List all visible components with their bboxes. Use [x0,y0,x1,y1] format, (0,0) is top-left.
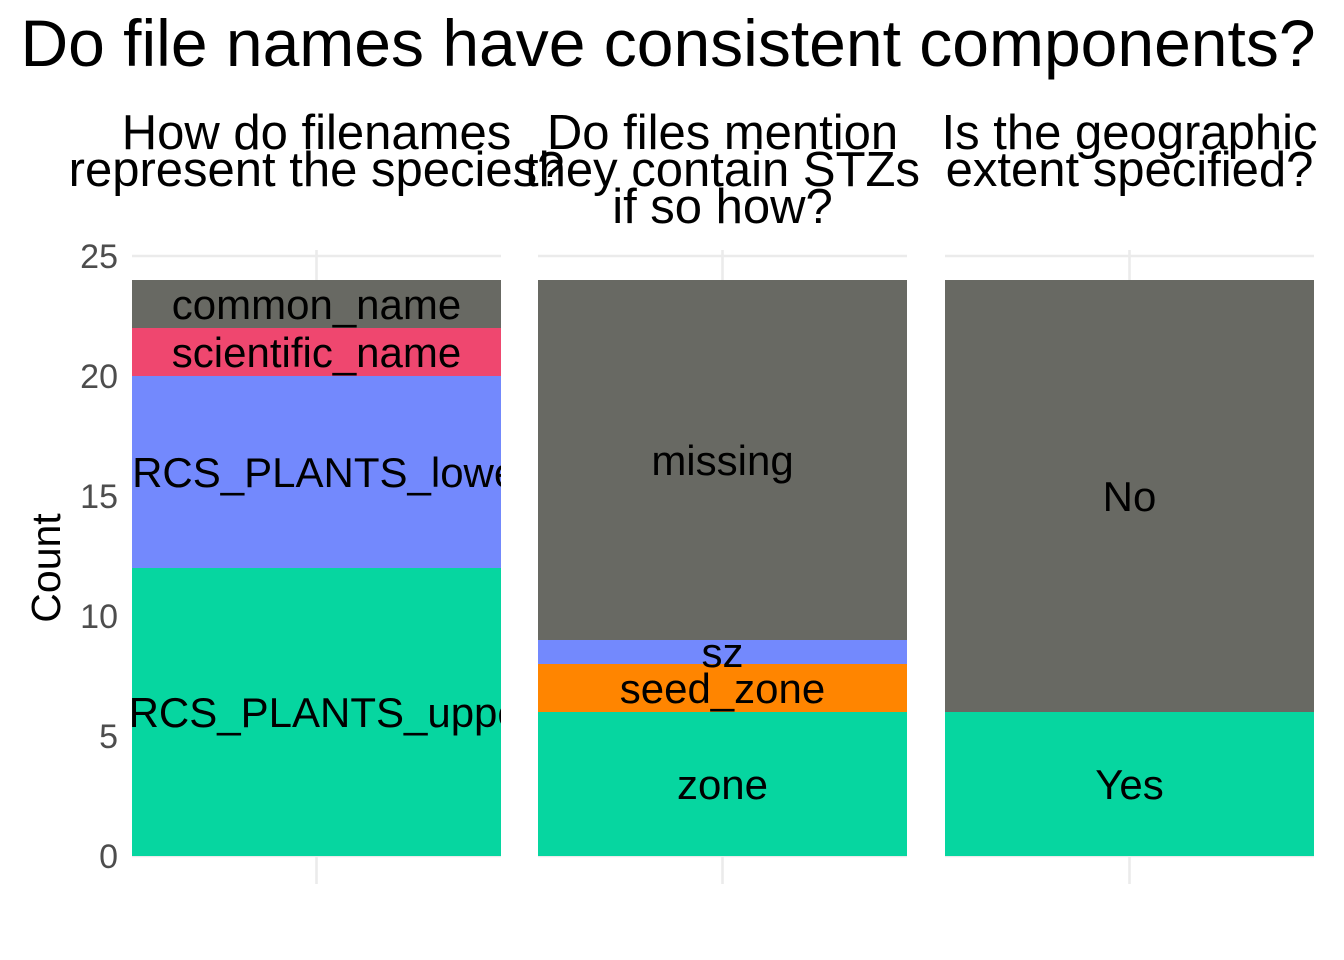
segment-label: NRCS_PLANTS_lower [102,449,531,496]
facet-title: extent specified? [946,143,1314,197]
segment-label: Yes [1095,761,1164,808]
chart-title: Do file names have consistent components… [20,6,1315,80]
y-tick-label: 5 [99,718,118,756]
bar-segment-yes [945,712,1314,856]
bar-segment-scientific-name [132,328,501,376]
bar-segment-seed-zone [538,664,907,712]
facet-panel-1: NRCS_PLANTS_upper NRCS_PLANTS_lower scient… [98,250,535,884]
segment-labels: NRCS_PLANTS_upper NRCS_PLANTS_lower scient… [98,281,535,736]
segment-label: missing [651,437,793,484]
facet-title: they contain STZs [525,143,920,197]
bar-segment-nrcs-plants-upper [132,568,501,856]
y-tick-label: 0 [99,838,118,876]
facet-title: if so how? [612,180,833,234]
segment-labels: Yes No [1095,473,1164,808]
y-axis-title: Count [23,513,69,623]
segment-label: zone [677,761,768,808]
bar-segment-sz [538,640,907,664]
y-axis-ticks: 0 5 10 15 20 25 [80,238,118,876]
facet-title: How do filenames [122,106,511,160]
facet-title: Do files mention [547,106,898,160]
bar-segment-no [945,280,1314,712]
bar-segment-nrcs-plants-lower [132,376,501,568]
segment-label: NRCS_PLANTS_upper [98,689,535,736]
bar-segment-common-name [132,280,501,328]
facet-panel-3: Yes No [945,250,1314,884]
y-tick-label: 10 [80,598,118,636]
segment-label: sz [702,629,744,676]
bar-segment-zone [538,712,907,856]
segment-label: No [1103,473,1157,520]
facet-title: represent the species? [69,143,565,197]
facet-title: Is the geographic [942,106,1318,160]
segment-label: seed_zone [620,665,826,712]
y-tick-label: 20 [80,358,118,396]
segment-label: common_name [172,281,461,328]
bar-segment-missing [538,280,907,640]
y-tick-label: 15 [80,478,118,516]
facet-panels: NRCS_PLANTS_upper NRCS_PLANTS_lower scient… [69,106,1318,884]
segment-label: scientific_name [172,329,461,376]
y-tick-label: 25 [80,238,118,276]
